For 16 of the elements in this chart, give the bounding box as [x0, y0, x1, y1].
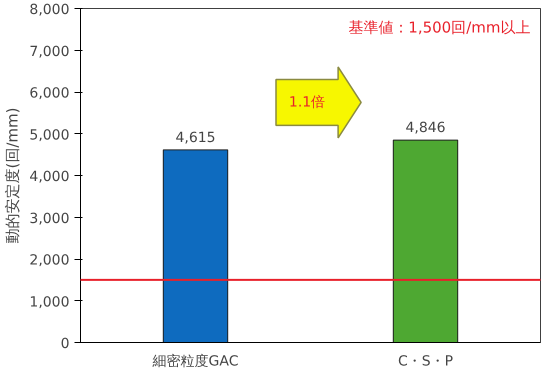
- y-tick-label: 1,000: [29, 294, 70, 310]
- ref-line-label: 基準値：1,500回/mm以上: [348, 18, 531, 36]
- annotation: 1.1倍: [288, 94, 326, 110]
- data-label: 4,615: [175, 130, 216, 146]
- y-tick-label: 8,000: [29, 2, 70, 18]
- x-tick-label: C・S・P: [398, 354, 454, 370]
- y-tick-label: 4,000: [29, 169, 70, 185]
- y-axis-title: 動的安定度(回/mm): [3, 108, 22, 244]
- y-tick-label: 0: [60, 336, 70, 352]
- y-tick-label: 2,000: [29, 252, 70, 268]
- y-tick-label: 3,000: [29, 210, 70, 227]
- data-label: 4,846: [405, 120, 446, 136]
- y-tick-label: 5,000: [29, 127, 70, 144]
- y-tick-label: 6,000: [29, 86, 70, 102]
- x-tick-label: 細密粒度GAC: [152, 354, 239, 370]
- y-tick-label: 7,000: [29, 44, 70, 60]
